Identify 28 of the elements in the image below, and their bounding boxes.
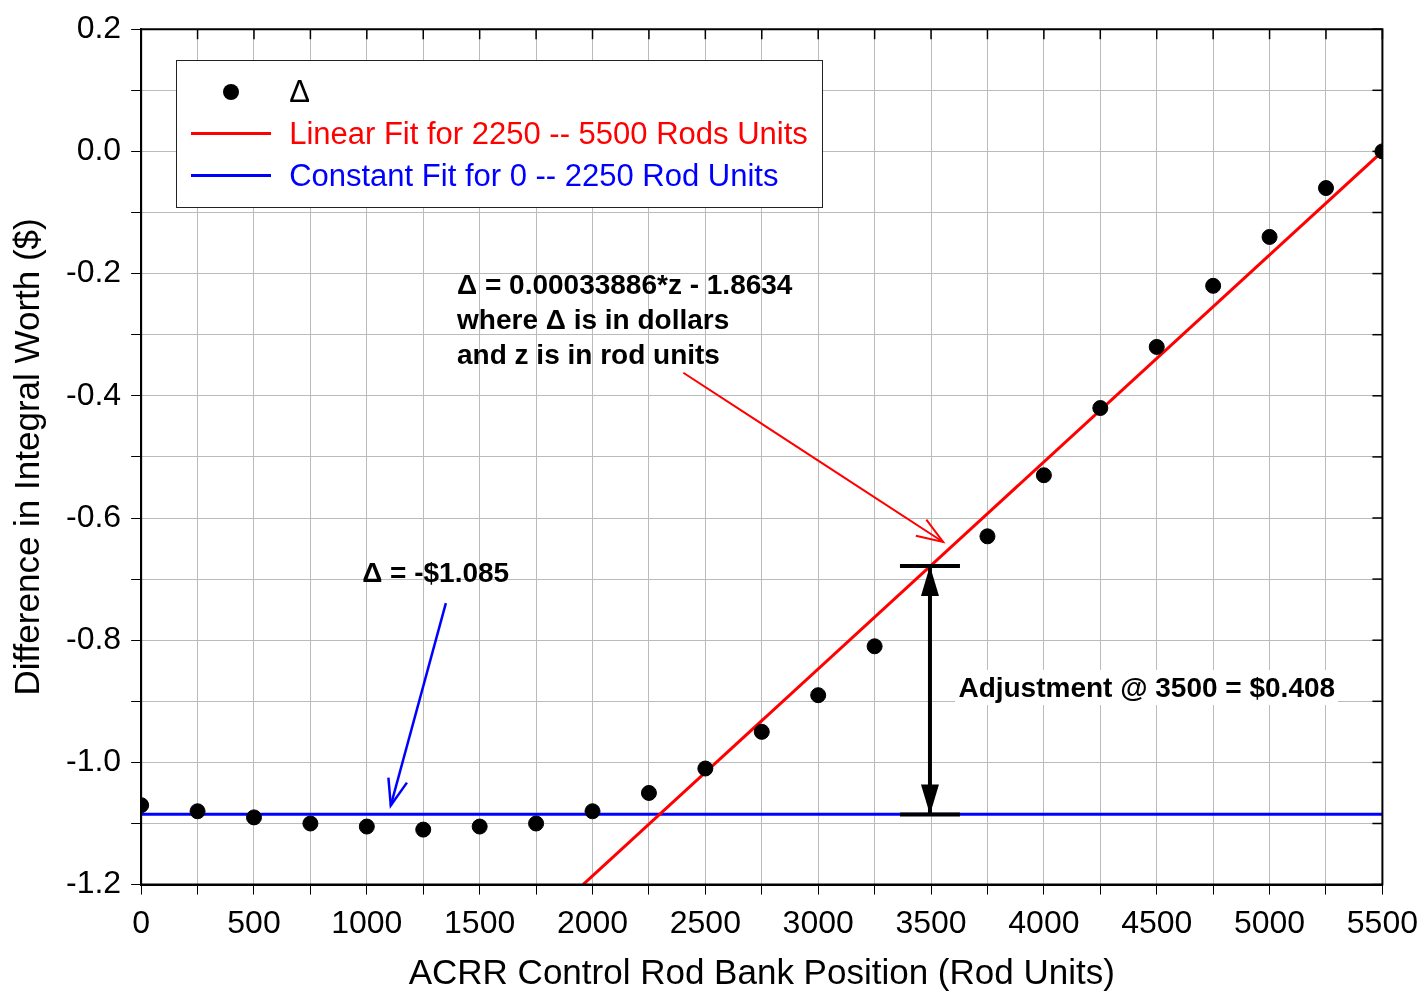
y-tick-label: -0.2 [66,253,122,290]
x-tick-label: 4500 [1121,903,1193,940]
x-tick-label: 3500 [895,903,967,940]
legend-label: Linear Fit for 2250 -- 5500 Rods Units [289,115,808,154]
y-tick-label: -0.4 [66,375,122,412]
x-tick-label: 2500 [669,903,741,940]
annotation: Adjustment @ 3500 = $0.408 [955,669,1339,705]
y-tick-label: -1.2 [66,864,122,901]
x-axis-title: ACRR Control Rod Bank Position (Rod Units) [408,951,1115,991]
x-tick-label: 5000 [1233,903,1306,940]
y-tick-label: 0.0 [76,131,122,168]
y-tick-label: -0.8 [66,620,122,657]
x-tick-label: 4000 [1008,903,1080,940]
annotation: Δ = -$1.085 [362,555,510,590]
y-tick-label: 0.2 [76,9,122,46]
y-tick-label: -1.0 [66,742,122,779]
x-tick-label: 3000 [782,903,854,940]
legend-label: Constant Fit for 0 -- 2250 Rod Units [289,157,779,196]
y-axis-title: Difference in Integral Worth ($) [6,218,46,696]
annotation: Δ = 0.00033886*z - 1.8634 where Δ is in dollars and z is in rod units [457,268,793,372]
legend-label: Δ [289,73,310,112]
x-tick-label: 0 [132,903,151,940]
x-tick-label: 1500 [444,903,516,940]
x-tick-label: 2000 [556,903,629,940]
x-tick-label: 1000 [331,903,403,940]
x-tick-label: 500 [227,903,281,940]
x-tick-label: 5500 [1346,903,1418,940]
y-tick-label: -0.6 [66,497,122,534]
